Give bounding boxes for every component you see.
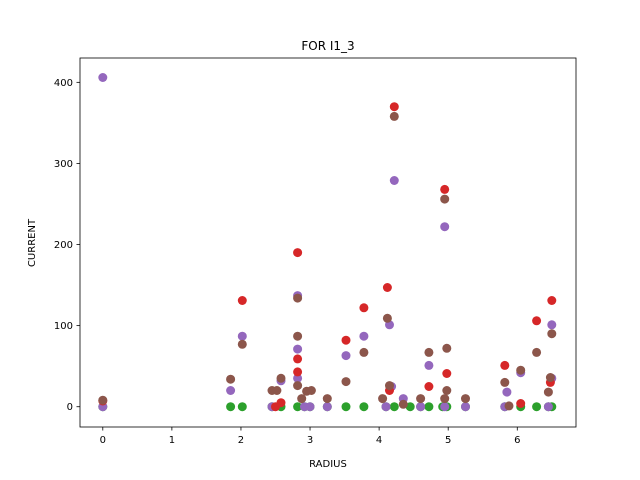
x-axis-label: RADIUS [309, 459, 347, 470]
data-point-s2-11 [389, 102, 399, 112]
data-point-s1-8 [293, 373, 303, 383]
data-point-s0-1 [226, 402, 236, 412]
plot-frame [79, 57, 577, 428]
x-tick-label-6: 6 [514, 435, 520, 446]
data-point-s3-0 [98, 395, 108, 405]
data-point-s2-19 [547, 296, 557, 305]
data-point-s0-15 [424, 402, 434, 412]
data-point-s2-16 [516, 399, 526, 408]
data-point-s1-12 [341, 351, 351, 361]
data-point-s3-23 [440, 394, 450, 404]
data-point-s1-11 [322, 402, 332, 412]
chart-title: FOR I1_3 [301, 39, 354, 53]
data-point-s0-21 [532, 402, 542, 412]
data-point-s3-9 [297, 394, 307, 404]
data-point-s3-18 [389, 111, 399, 121]
data-point-s0-5 [293, 402, 303, 412]
data-point-s1-22 [440, 402, 450, 412]
data-point-s1-2 [226, 386, 236, 395]
data-point-s2-8 [359, 303, 369, 313]
data-point-s0-9 [341, 402, 351, 412]
data-point-s1-25 [502, 387, 512, 397]
data-point-s0-12 [389, 402, 399, 412]
y-tick-label-3: 300 [54, 159, 73, 170]
data-point-s2-17 [532, 316, 542, 326]
data-point-s2-1 [237, 296, 247, 305]
data-point-s3-16 [382, 313, 392, 323]
data-point-s3-19 [398, 399, 408, 409]
data-point-s0-10 [359, 402, 369, 412]
x-tick-label-2: 2 [238, 435, 244, 446]
data-point-s2-6 [293, 367, 303, 377]
data-point-s3-21 [424, 347, 434, 357]
data-point-s3-12 [322, 394, 332, 404]
data-point-s2-13 [440, 184, 450, 194]
data-point-s2-12 [424, 382, 434, 391]
data-point-s3-20 [416, 394, 426, 404]
data-point-s3-25 [442, 386, 452, 395]
data-point-s3-8 [293, 381, 303, 391]
data-point-s3-11 [306, 386, 316, 395]
data-point-s3-2 [237, 339, 247, 349]
data-point-s0-2 [237, 402, 247, 412]
data-point-s3-32 [545, 373, 555, 382]
data-point-s2-7 [341, 335, 351, 345]
data-point-s3-17 [385, 381, 394, 391]
data-point-s3-15 [378, 394, 388, 404]
data-point-s3-14 [359, 347, 369, 357]
data-point-s1-10 [305, 402, 315, 412]
x-tick-label-4: 4 [376, 435, 382, 446]
data-point-s1-23 [461, 402, 470, 412]
data-point-s1-27 [543, 402, 553, 412]
data-point-s3-22 [440, 194, 450, 204]
data-point-s1-13 [359, 331, 369, 341]
data-point-s3-7 [293, 331, 303, 341]
data-point-s3-29 [516, 365, 526, 375]
data-point-s2-5 [293, 354, 303, 364]
data-point-s1-20 [424, 360, 434, 370]
data-point-s2-15 [500, 360, 510, 370]
data-point-s3-33 [547, 329, 557, 339]
data-point-s2-9 [382, 283, 392, 292]
data-point-s3-24 [442, 343, 452, 353]
data-point-s1-0 [98, 73, 108, 82]
data-points [98, 73, 557, 412]
x-tick-label-5: 5 [445, 435, 451, 446]
x-tick-label-0: 0 [100, 435, 106, 446]
data-point-s1-3 [237, 331, 247, 341]
data-point-s1-17 [389, 176, 399, 185]
data-point-s3-13 [341, 377, 351, 387]
data-point-s3-1 [226, 374, 236, 384]
data-point-s3-27 [500, 377, 510, 387]
data-point-s1-19 [416, 402, 426, 412]
data-point-s3-26 [461, 394, 470, 404]
data-point-s1-14 [381, 402, 391, 412]
data-point-s3-28 [504, 401, 514, 411]
y-tick-label-0: 0 [67, 402, 73, 413]
x-tick-label-3: 3 [307, 435, 313, 446]
y-tick-label-2: 200 [54, 240, 73, 251]
y-tick-label-4: 400 [54, 78, 73, 89]
data-point-s1-28 [547, 320, 557, 330]
data-point-s3-4 [272, 386, 282, 395]
y-axis-label: CURRENT [27, 218, 38, 267]
data-point-s1-7 [293, 344, 303, 354]
data-point-s1-21 [440, 222, 450, 232]
x-axis: 0 1 2 3 4 5 6 [100, 427, 520, 446]
data-point-s3-30 [532, 347, 542, 357]
data-point-s3-6 [293, 293, 303, 303]
y-tick-label-1: 100 [54, 321, 73, 332]
x-tick-label-1: 1 [169, 435, 175, 446]
data-point-s3-5 [276, 373, 286, 383]
data-point-s0-13 [405, 402, 415, 412]
data-point-s2-14 [442, 369, 452, 378]
data-point-s2-4 [293, 248, 303, 258]
data-point-s3-31 [543, 387, 553, 397]
y-axis: 0 100 200 300 400 [54, 78, 80, 413]
data-point-s2-3 [276, 398, 286, 408]
